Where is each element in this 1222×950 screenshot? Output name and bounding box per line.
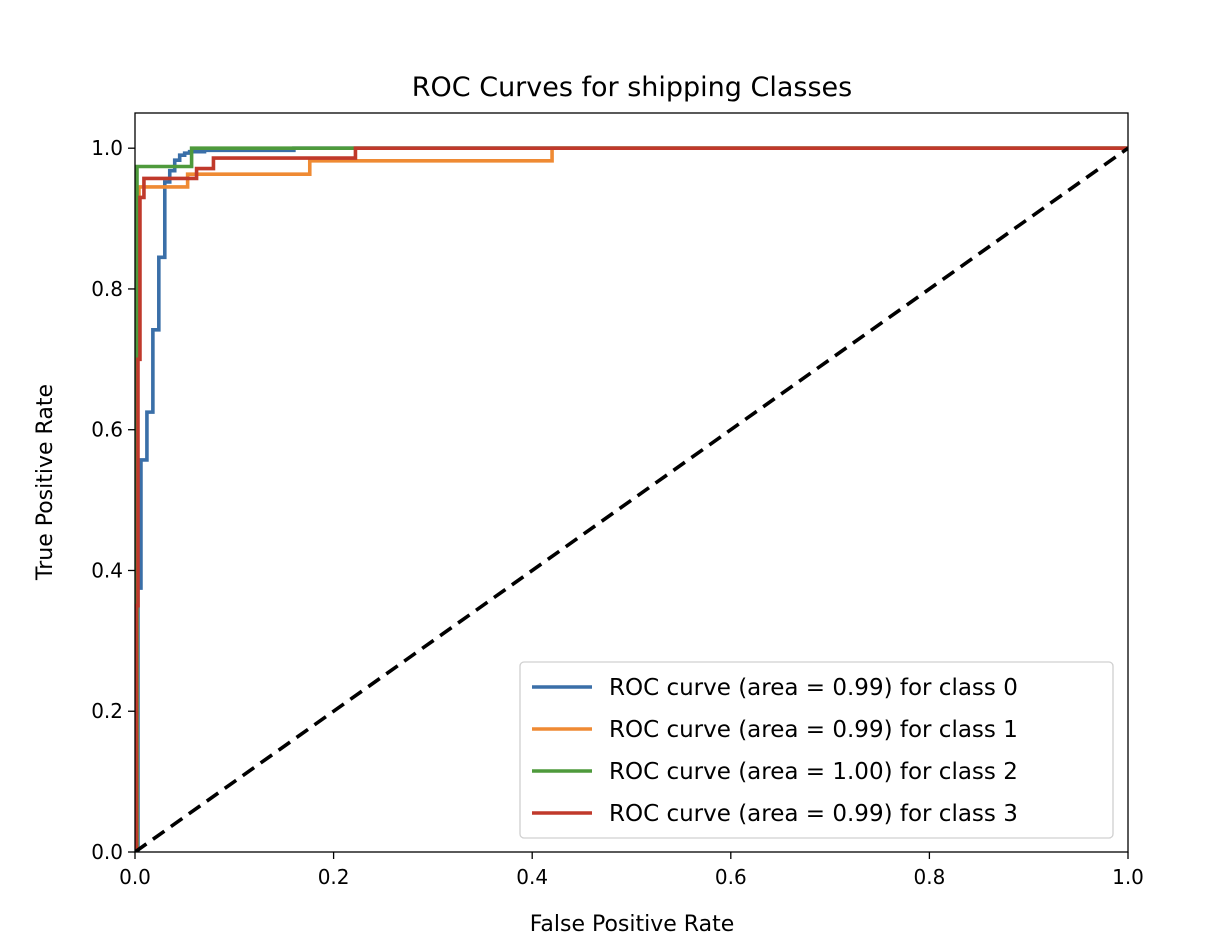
y-tick-label: 1.0 xyxy=(91,136,123,160)
legend-entry: ROC curve (area = 0.99) for class 0 xyxy=(609,675,1018,701)
legend-entry: ROC curve (area = 0.99) for class 1 xyxy=(609,717,1018,743)
chance-diagonal-line xyxy=(135,146,1128,852)
y-tick-label: 0.0 xyxy=(91,840,123,864)
series-lines xyxy=(135,146,1128,852)
x-axis-label: False Positive Rate xyxy=(530,912,734,937)
legend-box xyxy=(519,661,1114,839)
x-tick-label: 0.6 xyxy=(715,865,747,889)
legend-entry: ROC curve (area = 1.00) for class 2 xyxy=(609,759,1018,785)
x-tick-label: 0.8 xyxy=(913,865,945,889)
chart-title: ROC Curves for shipping Classes xyxy=(412,72,852,103)
y-axis-label: True Positive Rate xyxy=(33,384,58,581)
legend-entry: ROC curve (area = 0.99) for class 3 xyxy=(609,801,1018,827)
plot-frame xyxy=(134,112,1129,853)
roc-line-class-3 xyxy=(135,146,1128,852)
x-tick-label: 0.0 xyxy=(119,865,151,889)
legend: ROC curve (area = 0.99) for class 0 ROC c… xyxy=(519,661,1114,839)
y-tick-label: 0.4 xyxy=(91,558,123,582)
axis-ticks: 0.0 0.2 0.4 0.6 0.8 1.0 0.0 0.2 0.4 0.6 0.8 1.0 xyxy=(91,136,1144,889)
y-tick-label: 0.6 xyxy=(91,418,123,442)
y-tick-label: 0.2 xyxy=(91,699,123,723)
y-tick-label: 0.8 xyxy=(91,277,123,301)
x-tick-label: 0.4 xyxy=(516,865,548,889)
x-tick-label: 1.0 xyxy=(1112,865,1144,889)
x-tick-label: 0.2 xyxy=(318,865,350,889)
roc-line-class-0 xyxy=(135,146,1128,852)
